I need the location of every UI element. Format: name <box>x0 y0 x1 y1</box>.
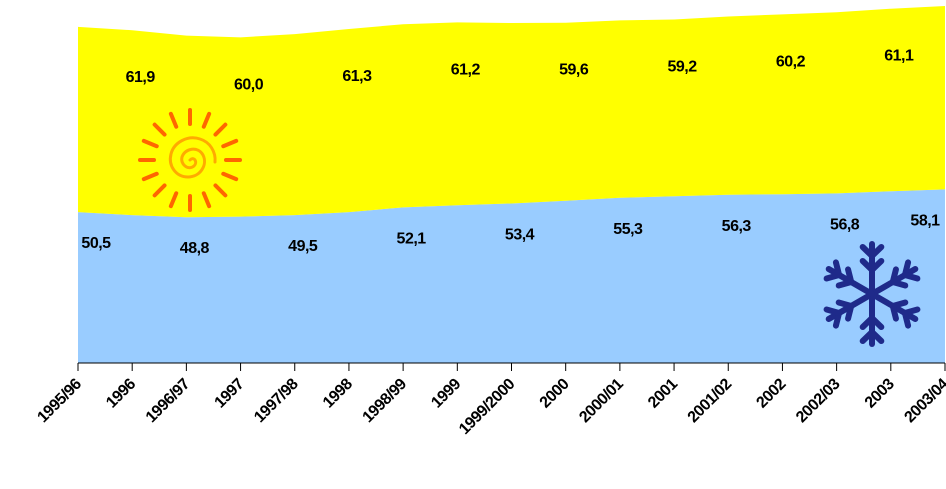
value-label: 55,3 <box>613 221 643 238</box>
value-label: 49,5 <box>288 238 318 255</box>
flake-branch <box>859 329 875 345</box>
flake-branch <box>859 315 875 331</box>
x-tick-label: 2003 <box>862 375 898 411</box>
sun-ray <box>201 111 212 129</box>
value-label: 59,2 <box>667 58 697 75</box>
value-label: 61,1 <box>884 48 914 65</box>
x-tick-label: 2001/02 <box>685 375 736 426</box>
snowflake-icon <box>823 241 921 347</box>
value-label: 52,1 <box>397 230 427 247</box>
value-label: 56,3 <box>722 218 752 235</box>
sun-ray <box>213 183 228 198</box>
sun-ray <box>141 171 159 182</box>
value-label: 61,2 <box>451 61 481 78</box>
sun-ray <box>168 111 179 129</box>
x-tick-label: 1999 <box>428 375 464 411</box>
flake-branch <box>845 266 855 285</box>
value-label: 59,6 <box>559 62 589 79</box>
flake-branch <box>832 259 843 278</box>
x-tick-label: 2000/01 <box>576 375 627 426</box>
sun-icon <box>138 108 242 212</box>
x-tick-label: 2001 <box>645 375 681 411</box>
value-label: 61,9 <box>126 69 156 86</box>
x-tick-label: 2002/03 <box>793 375 844 426</box>
x-tick-label: 1996/97 <box>143 375 194 426</box>
sun-ray <box>213 122 228 137</box>
x-tick-label: 1998/99 <box>360 375 411 426</box>
value-label: 50,5 <box>81 235 111 252</box>
area <box>78 189 945 363</box>
x-tick-label: 2002 <box>753 375 789 411</box>
sun-ray <box>168 191 179 209</box>
flake-branch <box>869 243 885 259</box>
sun-ray <box>152 122 167 137</box>
areas <box>78 6 945 363</box>
x-tick-label: 2000 <box>537 375 573 411</box>
flake-branch <box>901 272 921 282</box>
area <box>78 6 945 218</box>
x-tick-label: 2003/04 <box>901 375 946 426</box>
value-label: 61,3 <box>342 68 372 85</box>
x-tick-label: 1995/96 <box>34 375 85 426</box>
flake-branch <box>869 257 885 273</box>
sun-ray <box>152 183 167 198</box>
x-tick-label: 1999/2000 <box>456 375 519 438</box>
x-tick-label: 1996 <box>103 375 139 411</box>
flake-branch <box>835 299 855 309</box>
value-label: 53,4 <box>505 226 535 243</box>
sun-ray <box>141 138 159 149</box>
flake-branch <box>889 279 909 289</box>
value-label: 48,8 <box>180 240 210 257</box>
value-label: 60,2 <box>776 53 806 70</box>
value-label: 56,8 <box>830 216 860 233</box>
flake-branch <box>901 310 912 329</box>
x-tick-label: 1998 <box>320 375 356 411</box>
value-label: 60,0 <box>234 76 264 93</box>
sun-ray <box>201 191 212 209</box>
flake-branch <box>823 306 843 316</box>
sun-ray <box>221 171 239 182</box>
sun-ray <box>221 138 239 149</box>
x-tick-label: 1997/98 <box>251 375 302 426</box>
flake-branch <box>889 303 899 322</box>
x-tick-label: 1997 <box>212 375 248 411</box>
value-label: 58,1 <box>910 212 940 229</box>
